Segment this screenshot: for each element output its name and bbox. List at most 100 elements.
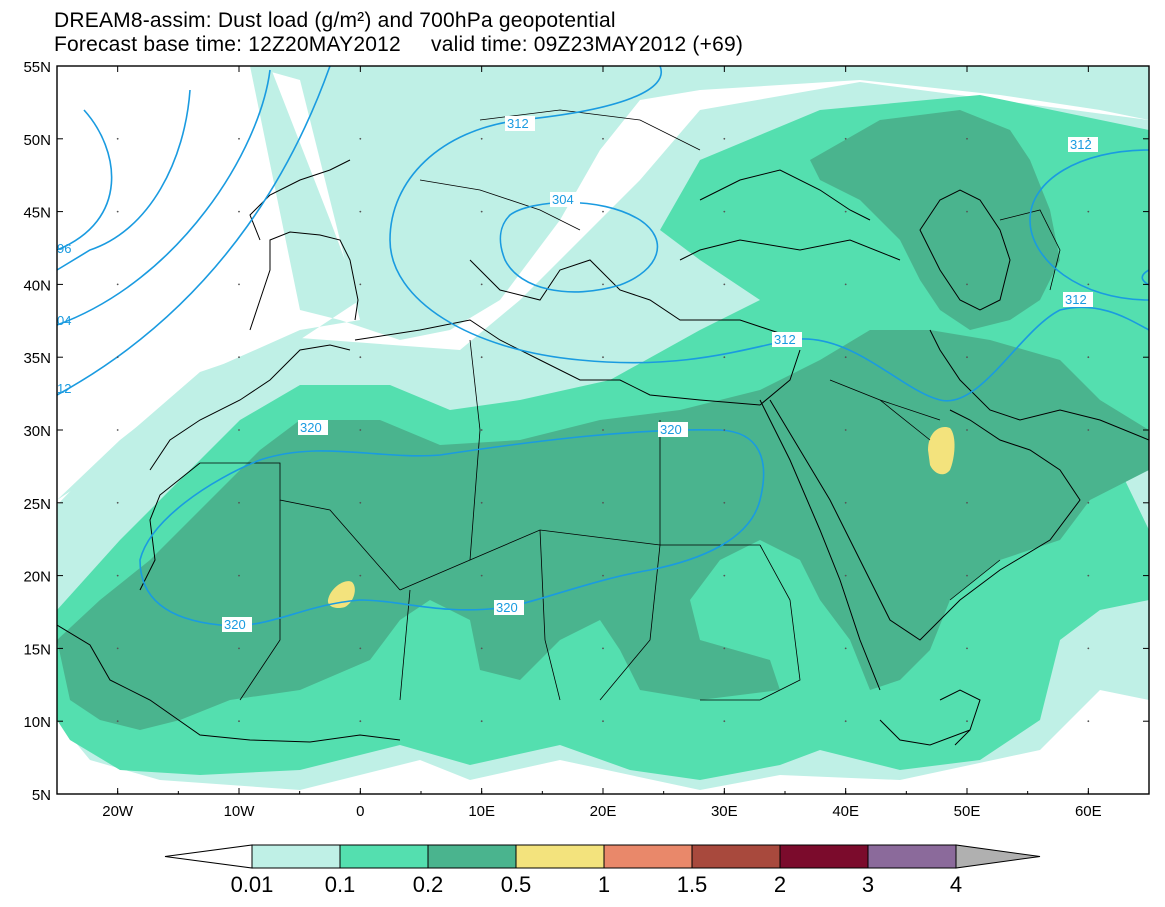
grid-dot bbox=[116, 137, 119, 140]
grid-dot bbox=[359, 283, 362, 286]
latitude-label: 45N bbox=[23, 205, 51, 222]
colorbar-under-triangle bbox=[164, 844, 253, 869]
grid-dot bbox=[844, 647, 847, 650]
contour-label: 12 bbox=[57, 381, 71, 396]
grid-dot bbox=[966, 501, 968, 504]
contour-label: 04 bbox=[57, 313, 71, 328]
contour-label: 312 bbox=[507, 116, 529, 131]
colorbar-label: 3 bbox=[862, 872, 874, 897]
colorbar-over-triangle bbox=[955, 844, 1041, 869]
grid-dot bbox=[238, 283, 240, 286]
grid-dot bbox=[602, 283, 604, 286]
longitude-label: 0 bbox=[356, 803, 364, 820]
colorbar-swatch bbox=[691, 844, 781, 869]
map-subtitle: Forecast base time: 12Z20MAY2012 valid t… bbox=[54, 33, 744, 56]
grid-dot bbox=[116, 647, 119, 650]
grid-dot bbox=[723, 501, 726, 504]
colorbar-swatch bbox=[251, 844, 341, 869]
grid-dot bbox=[844, 501, 847, 504]
grid-dot bbox=[1087, 720, 1090, 723]
grid-dot bbox=[359, 356, 362, 359]
grid-dot bbox=[723, 137, 726, 140]
grid-dot bbox=[116, 210, 119, 213]
grid-dot bbox=[359, 501, 362, 504]
grid-dot bbox=[359, 429, 362, 431]
grid-dot bbox=[723, 647, 726, 650]
longitude-label: 40E bbox=[832, 803, 859, 820]
grid-dot bbox=[116, 574, 119, 577]
grid-dot bbox=[844, 283, 847, 286]
axis-ticks bbox=[56, 65, 1150, 795]
grid-dot bbox=[359, 647, 362, 650]
grid-dot bbox=[1087, 574, 1090, 577]
colorbar-swatch bbox=[867, 844, 957, 869]
country-borders bbox=[200, 109, 1061, 701]
grid-dot bbox=[602, 429, 604, 431]
coastlines bbox=[57, 159, 1149, 746]
latitude-label: 40N bbox=[23, 277, 51, 294]
grid-dot bbox=[480, 356, 483, 359]
dust-level-05-gulf bbox=[928, 426, 955, 475]
colorbar-label: 0.01 bbox=[231, 872, 274, 897]
colorbar-swatch bbox=[515, 844, 605, 869]
grid-dot bbox=[602, 501, 604, 504]
grid-dot bbox=[723, 720, 726, 723]
grid-dot bbox=[238, 137, 240, 140]
grid-dot bbox=[359, 574, 362, 577]
grid-dot bbox=[602, 356, 604, 359]
contour-label: 304 bbox=[552, 192, 574, 207]
contour-label: 312 bbox=[1070, 137, 1092, 152]
grid-dot bbox=[480, 647, 483, 650]
dust-level-02 bbox=[57, 330, 1149, 730]
grid-dot bbox=[238, 647, 240, 650]
longitude-label: 10E bbox=[468, 803, 495, 820]
latitude-label: 10N bbox=[23, 714, 51, 731]
contour-label: 320 bbox=[224, 617, 246, 632]
colorbar-legend bbox=[164, 844, 1041, 869]
grid-dot bbox=[844, 720, 847, 723]
grid-dot bbox=[966, 720, 968, 723]
map-plot-area bbox=[57, 66, 1149, 790]
colorbar-labels: 0.01 0.1 0.2 0.5 1 1.5 2 3 4 bbox=[231, 872, 963, 897]
contour-label: 312 bbox=[774, 332, 796, 347]
grid-dot bbox=[1087, 356, 1090, 359]
grid-dot bbox=[723, 429, 726, 431]
longitude-label: 50E bbox=[954, 803, 981, 820]
colorbar-swatch bbox=[603, 844, 693, 869]
grid-dot bbox=[1087, 647, 1090, 650]
grid-dot bbox=[480, 501, 483, 504]
grid-dot bbox=[1087, 137, 1090, 140]
latitude-label: 30N bbox=[23, 423, 51, 440]
contour-label: 96 bbox=[57, 241, 71, 256]
grid-dot bbox=[966, 647, 968, 650]
grid-dot bbox=[1087, 501, 1090, 504]
grid-dot bbox=[844, 137, 847, 140]
graticule bbox=[116, 137, 1090, 723]
contour-label: 320 bbox=[660, 422, 682, 437]
colorbar-label: 4 bbox=[950, 872, 962, 897]
grid-dot bbox=[602, 720, 604, 723]
grid-dot bbox=[723, 356, 726, 359]
colorbar-label: 1 bbox=[598, 872, 610, 897]
grid-dot bbox=[966, 574, 968, 577]
grid-dot bbox=[238, 720, 240, 723]
colorbar-swatch bbox=[339, 844, 429, 869]
latitude-label: 25N bbox=[23, 496, 51, 513]
grid-dot bbox=[844, 356, 847, 359]
colorbar-label: 1.5 bbox=[677, 872, 708, 897]
grid-dot bbox=[480, 429, 483, 431]
contour-label: 320 bbox=[496, 600, 518, 615]
grid-dot bbox=[844, 210, 847, 213]
grid-dot bbox=[966, 429, 968, 431]
grid-dot bbox=[480, 720, 483, 723]
grid-dot bbox=[966, 137, 968, 140]
grid-dot bbox=[480, 210, 483, 213]
grid-dot bbox=[116, 283, 119, 286]
contour-label-group: 312 304 312 312 312 320 320 320 320 96 0… bbox=[57, 116, 1098, 632]
grid-dot bbox=[116, 429, 119, 431]
grid-dot bbox=[844, 574, 847, 577]
grid-dot bbox=[966, 356, 968, 359]
latitude-label: 5N bbox=[32, 787, 51, 804]
grid-dot bbox=[238, 356, 240, 359]
